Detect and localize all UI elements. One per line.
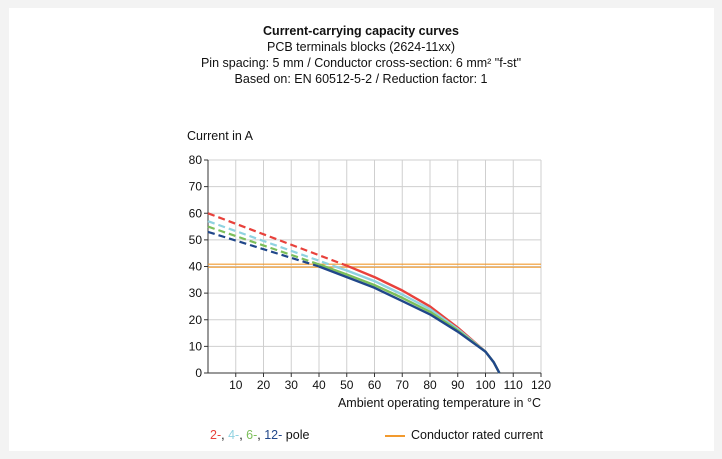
legend-label-6: 6-	[246, 428, 258, 442]
x-tick-label: 90	[451, 378, 465, 392]
legend-label-2: 2-	[210, 428, 222, 442]
rated-legend-label: Conductor rated current	[411, 428, 544, 442]
x-axis-label: Ambient operating temperature in °C	[338, 396, 541, 410]
legend-label-4: 4-	[228, 428, 240, 442]
chart-title: Current-carrying capacity curves	[263, 24, 459, 38]
y-tick-label: 0	[195, 366, 202, 380]
x-tick-label: 40	[312, 378, 326, 392]
series-12--solid	[318, 265, 501, 374]
legend-label-12: 12-	[264, 428, 283, 442]
x-tick-label: 10	[229, 378, 243, 392]
series-4--dashed	[207, 220, 334, 267]
x-tick-label: 60	[368, 378, 382, 392]
x-tick-label: 50	[340, 378, 354, 392]
chart-subtitle-2: Pin spacing: 5 mm / Conductor cross-sect…	[200, 56, 522, 70]
series-12--dashed	[207, 230, 320, 268]
y-tick-label: 10	[189, 339, 203, 353]
y-axis-label: Current in A	[187, 129, 254, 143]
x-tick-label: 110	[504, 378, 523, 392]
legend-pole-suffix: pole	[285, 428, 310, 442]
x-tick-label: 120	[531, 378, 551, 392]
chart-subtitle-3: Based on: EN 60512-5-2 / Reduction facto…	[234, 72, 488, 86]
series-6--dashed	[207, 225, 320, 266]
rated-legend: Conductor rated current	[385, 428, 543, 442]
x-tick-label: 100	[475, 378, 495, 392]
series-6--solid	[318, 263, 501, 374]
y-tick-label: 20	[189, 313, 203, 327]
rated-swatch	[385, 434, 405, 437]
chart-subtitle-1: PCB terminals blocks (2624-11xx)	[266, 40, 456, 54]
series-2--dashed	[207, 212, 348, 267]
x-tick-label: 30	[285, 378, 299, 392]
y-tick-label: 60	[189, 206, 203, 220]
y-tick-label: 80	[189, 153, 203, 167]
pole-legend: 2-, 4-, 6-, 12- pole	[210, 428, 310, 442]
chart-panel	[9, 8, 714, 451]
y-tick-label: 40	[189, 260, 203, 274]
y-tick-label: 30	[189, 286, 203, 300]
x-tick-label: 20	[257, 378, 271, 392]
x-tick-label: 70	[396, 378, 410, 392]
y-tick-label: 50	[189, 233, 203, 247]
x-tick-label: 80	[423, 378, 437, 392]
y-tick-label: 70	[189, 180, 203, 194]
